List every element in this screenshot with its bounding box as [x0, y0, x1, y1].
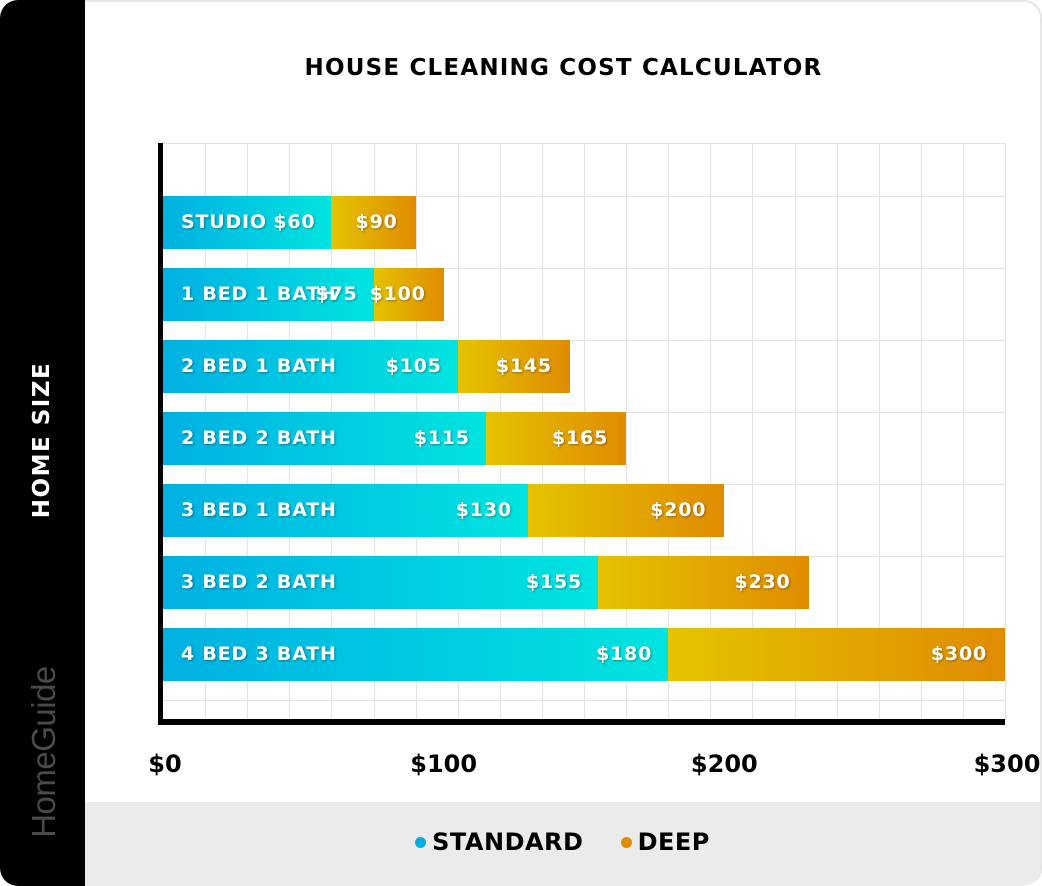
- chart-title: HOUSE CLEANING COST CALCULATOR: [304, 55, 823, 81]
- bar-category-label: 3 BED 2 BATH: [181, 571, 337, 593]
- bar-row: 2 BED 2 BATH $115 $165: [163, 412, 1005, 465]
- bar-deep: [598, 556, 809, 609]
- bar-deep: [527, 484, 725, 537]
- bar-category-label: 2 BED 2 BATH: [181, 427, 337, 449]
- x-tick-label: $0: [148, 750, 182, 778]
- bar-standard-value: $115: [413, 427, 470, 449]
- x-tick-label: $100: [410, 750, 478, 778]
- bar-standard: [163, 484, 528, 537]
- sidebar: [0, 0, 85, 886]
- bar-deep: [373, 268, 444, 321]
- gridline-horizontal: [163, 700, 1005, 701]
- legend-item-standard: STANDARD: [415, 828, 583, 856]
- bar-category-label: 3 BED 1 BATH: [181, 499, 337, 521]
- bar-standard-value: $60: [273, 211, 316, 233]
- bar-deep: [668, 628, 1005, 681]
- x-tick-label: $300: [973, 750, 1041, 778]
- brand-logo: HomeGuide: [25, 666, 62, 838]
- bar-standard: [163, 412, 486, 465]
- gridline-horizontal: [163, 268, 1005, 269]
- bar-standard: [163, 628, 669, 681]
- bar-row: 1 BED 1 BATH $75 $100: [163, 268, 1005, 321]
- gridline-vertical: [752, 143, 753, 720]
- gridline-horizontal: [163, 196, 1005, 197]
- y-axis-title: HOME SIZE: [29, 361, 55, 519]
- bar-category-label: 2 BED 1 BATH: [181, 355, 337, 377]
- bar-deep-value: $165: [552, 427, 609, 449]
- bar-deep-value: $100: [369, 283, 426, 305]
- bar-standard-value: $105: [385, 355, 442, 377]
- gridline-vertical: [879, 143, 880, 720]
- bar-category-label: STUDIO: [181, 211, 267, 233]
- bar-deep-value: $145: [495, 355, 552, 377]
- card-border: [85, 0, 1042, 886]
- gridline-vertical: [710, 143, 711, 720]
- bar-standard: [163, 556, 599, 609]
- x-tick-label: $200: [690, 750, 758, 778]
- legend-label-standard: STANDARD: [432, 828, 584, 856]
- gridline-vertical: [837, 143, 838, 720]
- legend-panel: STANDARD DEEP: [85, 802, 1040, 886]
- bar-standard-value: $180: [596, 643, 653, 665]
- bar-standard-value: $75: [315, 283, 358, 305]
- bar-category-label: 1 BED 1 BATH: [181, 283, 337, 305]
- bar-deep: [485, 412, 627, 465]
- bar-row: 4 BED 3 BATH $180 $300: [163, 628, 1005, 681]
- legend-item-deep: DEEP: [620, 828, 710, 856]
- bar-row: 2 BED 1 BATH $105 $145: [163, 340, 1005, 393]
- bar-standard: [163, 196, 332, 249]
- bar-category-label: 4 BED 3 BATH: [181, 643, 337, 665]
- x-axis-line: [158, 719, 1005, 725]
- gridline-vertical: [795, 143, 796, 720]
- bar-deep-value: $230: [734, 571, 791, 593]
- bar-row: 3 BED 1 BATH $130 $200: [163, 484, 1005, 537]
- bar-deep-value: $200: [650, 499, 707, 521]
- bar-standard: [163, 340, 458, 393]
- gridline-vertical: [668, 143, 669, 720]
- standard-dot-icon: [415, 836, 427, 848]
- bar-row: 3 BED 2 BATH $155 $230: [163, 556, 1005, 609]
- gridline-vertical: [921, 143, 922, 720]
- bar-row: STUDIO $60 $90: [163, 196, 1005, 249]
- gridline-vertical: [1005, 143, 1006, 720]
- bar-deep-value: $90: [355, 211, 398, 233]
- y-axis-line: [158, 143, 163, 725]
- legend: STANDARD DEEP: [85, 828, 1040, 856]
- bar-standard-value: $155: [525, 571, 583, 593]
- deep-dot-icon: [620, 836, 632, 848]
- bar-standard: [163, 268, 374, 321]
- gridline-horizontal: [163, 143, 1005, 144]
- gridline-horizontal: [163, 340, 1005, 341]
- bar-deep: [457, 340, 570, 393]
- plot-area: STUDIO $60 $90 1 BED 1 BATH $75 $100 2 BED 1 B…: [163, 143, 1006, 720]
- gridline-vertical: [963, 143, 964, 720]
- gridline-vertical: [626, 143, 627, 720]
- bar-deep-value: $300: [930, 643, 987, 665]
- bar-standard-value: $130: [455, 499, 512, 521]
- legend-label-deep: DEEP: [637, 828, 710, 856]
- bar-deep: [331, 196, 416, 249]
